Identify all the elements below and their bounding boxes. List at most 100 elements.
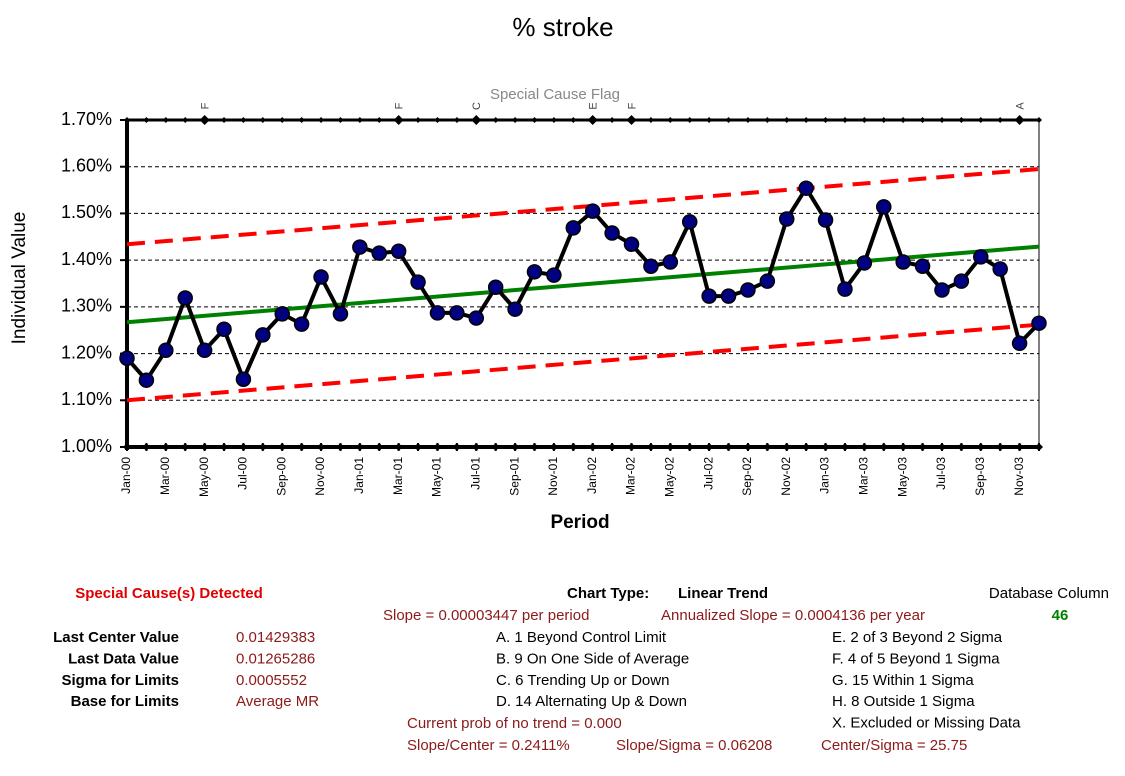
flag-marker (900, 117, 907, 123)
data-point (876, 199, 892, 215)
annualized-slope: Annualized Slope = 0.0004136 per year (661, 607, 925, 624)
rule: X. Excluded or Missing Data (832, 715, 1021, 732)
x-tick-label: Nov-01 (546, 457, 560, 496)
rule: A. 1 Beyond Control Limit (496, 629, 667, 646)
flag-marker (841, 117, 848, 123)
data-point (856, 255, 873, 271)
data-point (992, 261, 1008, 277)
detected: Special Cause(s) Detected (75, 585, 263, 602)
x-tick-label: May-02 (662, 457, 676, 497)
summary-label: Sigma for Limits (61, 672, 179, 689)
rule: D. 14 Alternating Up & Down (496, 693, 687, 710)
flag-marker (609, 117, 616, 123)
data-point (778, 211, 795, 227)
chart-title: % stroke (512, 12, 613, 42)
data-point (216, 321, 232, 338)
data-point (701, 288, 717, 304)
flag-label: A (1015, 102, 1027, 110)
flag-marker (880, 117, 887, 123)
database-column-label: Database Column (989, 585, 1109, 602)
data-point (720, 288, 737, 304)
data-point (662, 254, 679, 270)
flag-marker (434, 117, 441, 123)
flag-marker (686, 117, 693, 123)
flag-marker (279, 117, 286, 123)
data-point (953, 273, 970, 289)
flag-marker (725, 117, 732, 123)
summary-value: 0.01265286 (236, 650, 315, 667)
flag-marker (531, 117, 538, 123)
data-point (740, 282, 756, 298)
data-point (837, 281, 853, 297)
flag-marker (919, 117, 926, 123)
data-point (138, 372, 155, 388)
data-point (158, 342, 174, 359)
flag-marker (298, 117, 305, 123)
y-tick-label: 1.50% (61, 202, 112, 222)
flag-marker (626, 115, 637, 125)
x-tick-label: Jul-00 (236, 457, 250, 490)
chart-type-label: Chart Type: (567, 585, 649, 602)
flag-label: E (588, 102, 600, 109)
flag-marker (143, 117, 150, 123)
data-point (1011, 335, 1028, 352)
flag-marker (337, 117, 344, 123)
flag-marker (744, 117, 751, 123)
ratio: Slope/Sigma = 0.06208 (616, 737, 772, 754)
summary-label: Last Center Value (53, 629, 179, 646)
flag-marker (492, 117, 499, 123)
x-tick-label: Nov-03 (1012, 457, 1026, 496)
flag-title: Special Cause Flag (490, 86, 620, 103)
flag-marker (393, 115, 404, 125)
data-point (973, 249, 989, 265)
x-tick-label: Sep-00 (274, 457, 288, 496)
lower-limit (126, 322, 1040, 403)
flag-marker (938, 117, 945, 123)
rule: H. 8 Outside 1 Sigma (832, 693, 975, 710)
data-point (604, 225, 620, 241)
flag-marker (667, 117, 674, 123)
x-tick-label: Jul-03 (934, 457, 948, 490)
flag-marker (221, 117, 228, 123)
data-point (914, 258, 931, 274)
prob: Current prob of no trend = 0.000 (407, 715, 622, 732)
flag-label: C (471, 102, 483, 110)
x-axis-title: Period (550, 512, 609, 533)
rule: F. 4 of 5 Beyond 1 Sigma (832, 650, 1000, 667)
flag-marker (1014, 115, 1025, 125)
rule: C. 6 Trending Up or Down (496, 672, 669, 689)
flag-marker (124, 117, 130, 123)
data-point (235, 371, 252, 388)
data-point (934, 282, 950, 298)
data-point (487, 279, 504, 295)
y-tick-label: 1.60% (61, 155, 112, 175)
y-tick-label: 1.30% (61, 296, 112, 316)
flag-marker (783, 117, 790, 123)
x-tick-label: Nov-02 (779, 457, 793, 496)
flag-marker (822, 117, 829, 123)
summary-label: Last Data Value (68, 650, 179, 667)
data-point (584, 203, 601, 219)
x-tick-label: Jul-02 (701, 457, 715, 490)
data-point (119, 350, 135, 366)
database-column: 46 (1052, 607, 1069, 624)
data-point (643, 258, 659, 274)
flag-marker (376, 117, 383, 123)
y-tick-label: 1.40% (61, 249, 112, 269)
summary-value: 0.0005552 (236, 672, 307, 689)
data-point (817, 212, 834, 228)
data-point (759, 273, 776, 289)
x-tick-label: Jan-03 (818, 457, 832, 494)
flag-marker (803, 117, 810, 123)
flag-marker (570, 117, 577, 123)
flag-marker (550, 117, 557, 123)
flag-marker (861, 117, 868, 123)
x-tick-label: May-01 (430, 457, 444, 497)
data-point (468, 310, 485, 326)
flag-marker (1036, 117, 1042, 123)
data-point (623, 236, 640, 253)
data-point (255, 327, 271, 343)
data-point (1031, 315, 1047, 331)
y-tick-label: 1.20% (61, 342, 112, 362)
summary-label: Base for Limits (71, 693, 179, 710)
